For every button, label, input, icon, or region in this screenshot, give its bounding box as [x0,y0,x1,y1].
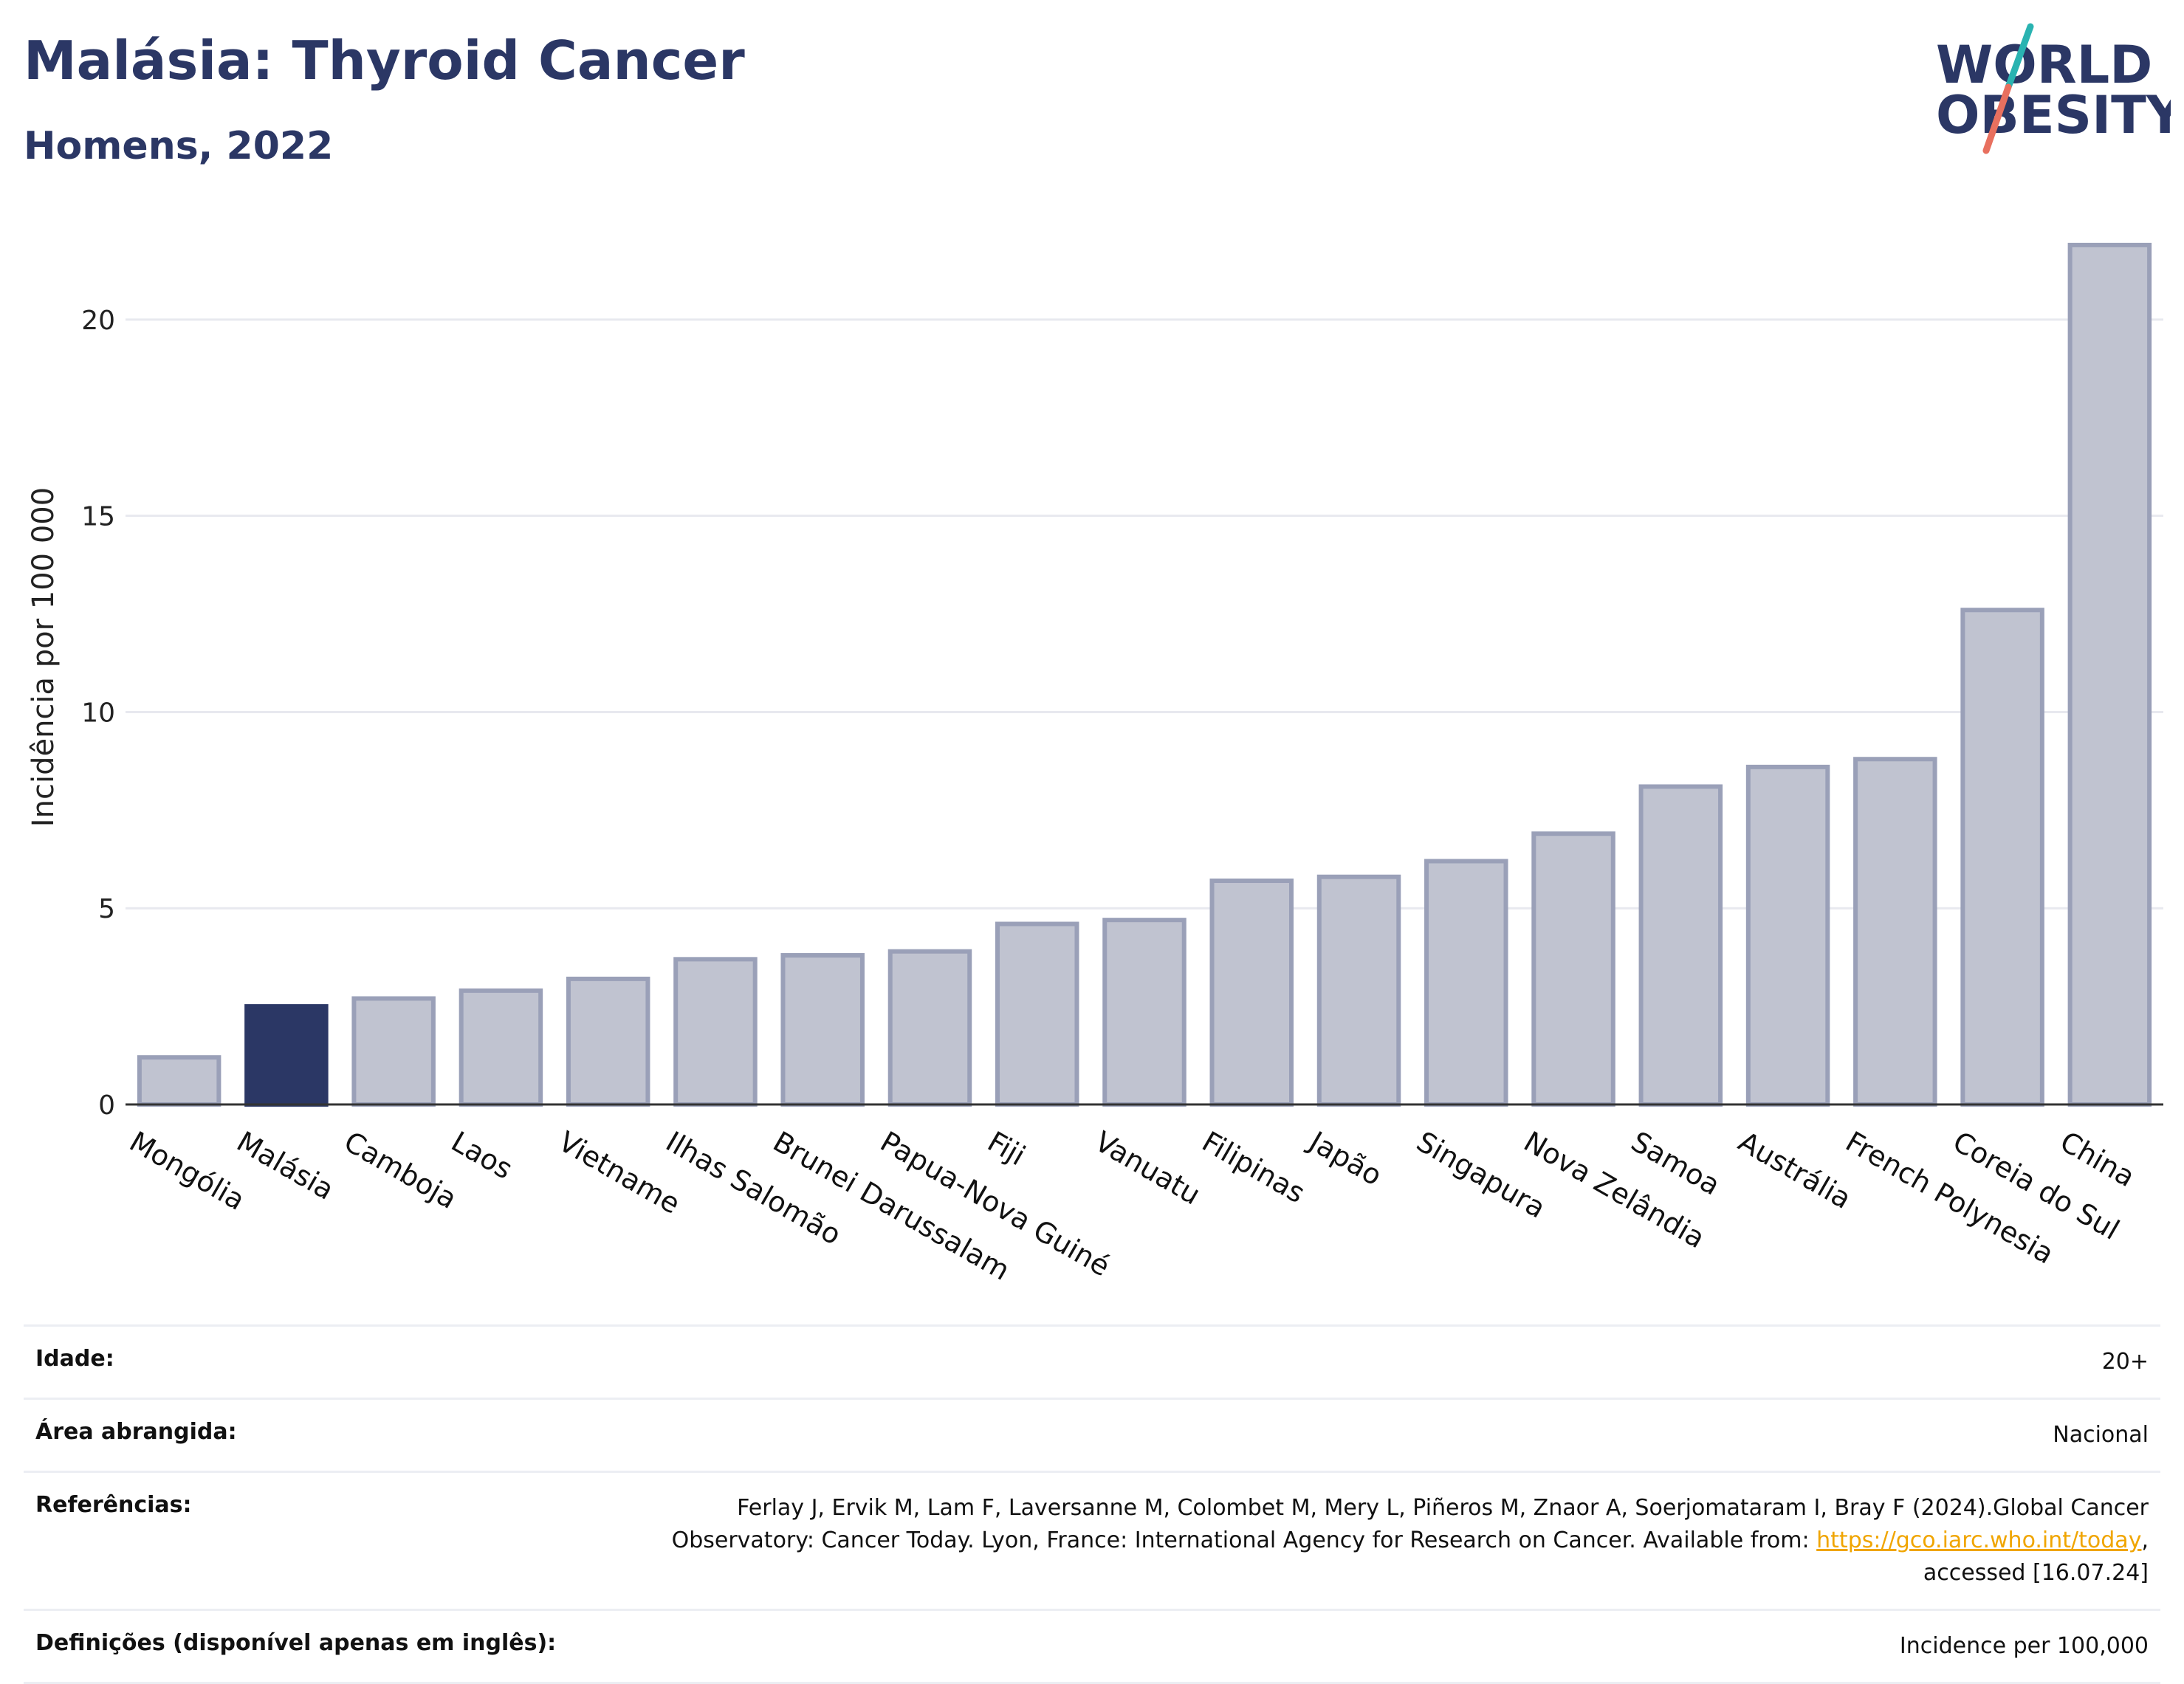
bar-vanuatu [1102,918,1187,1107]
x-tick-label: Fiji [982,1125,1031,1172]
y-tick-label: 20 [81,306,115,336]
meta-value-definitions: Incidence per 100,000 [1899,1633,2149,1659]
meta-label-references: Referências: [35,1492,192,1518]
y-tick-label: 15 [81,502,115,532]
bars [137,242,2152,1107]
meta-label-age: Idade: [35,1346,114,1372]
bar-malásia [244,1004,329,1107]
reference-line-3: accessed [16.07.24] [1923,1560,2149,1586]
y-tick-label: 5 [98,894,115,924]
bar-filipinas [1209,879,1294,1107]
metadata-table: Idade: 20+ Área abrangida: Nacional Refe… [24,1324,2160,1684]
y-tick-label: 10 [81,698,115,728]
x-tick-label: China [2055,1125,2140,1193]
reference-line-2-end: , [2141,1527,2149,1553]
bar-singapura [1424,859,1508,1107]
bar-nova-zelândia [1531,831,1615,1107]
x-tick-label: Vanuatu [1090,1125,1206,1211]
meta-label-area: Área abrangida: [35,1419,237,1445]
x-tick-label: Camboja [339,1125,463,1215]
y-tick-label: 0 [98,1090,115,1121]
meta-row-definitions: Definições (disponível apenas em inglês)… [24,1609,2160,1684]
x-tick-label: Mongólia [124,1125,250,1217]
bar-coreia-do-sul [1960,608,2044,1107]
bar-laos [459,988,543,1107]
world-obesity-logo: WORLD OBESITY [1936,23,2171,154]
x-tick-label: Malásia [231,1125,339,1206]
bar-austrália [1745,764,1830,1107]
bar-samoa [1638,784,1723,1107]
meta-value-area: Nacional [2053,1422,2149,1448]
bar-ilhas-salomão [673,957,758,1107]
logo-slash-coral [1982,83,2012,154]
x-tick-label: Nova Zelândia [1519,1125,1711,1255]
bar-mongólia [137,1055,222,1107]
x-tick-label: Vietname [553,1125,685,1220]
meta-value-references: Ferlay J, Ervik M, Lam F, Laversanne M, … [672,1492,2149,1590]
logo-word-obesity: OBESITY [1936,85,2171,145]
reference-line-1: Ferlay J, Ervik M, Lam F, Laversanne M, … [737,1495,2149,1521]
x-tick-label: Filipinas [1197,1125,1311,1209]
chart-subtitle: Homens, 2022 [24,124,334,168]
reference-link[interactable]: https://gco.iarc.who.int/today [1816,1527,2142,1553]
x-tick-label: Japão [1302,1124,1387,1192]
x-tick-label: Ilhas Salomão [660,1125,846,1251]
x-tick-label: Laos [446,1125,518,1186]
bar-camboja [351,996,436,1107]
bar-japão [1316,874,1401,1107]
y-axis-ticks: 0 5 10 15 20 [81,306,115,1121]
chart-title: Malásia: Thyroid Cancer [24,30,745,92]
bar-brunei-darussalam [780,953,865,1107]
bar-fiji [995,921,1079,1107]
y-axis-label: Incidência por 100 000 [27,487,61,827]
bar-china [2067,242,2152,1107]
meta-row-age: Idade: 20+ [24,1324,2160,1398]
meta-label-definitions: Definições (disponível apenas em inglês)… [35,1630,557,1656]
meta-row-references: Referências: Ferlay J, Ervik M, Lam F, L… [24,1471,2160,1609]
logo-slash-teal [2005,23,2034,91]
meta-row-area: Área abrangida: Nacional [24,1398,2160,1471]
bar-vietname [566,976,650,1107]
bar-papua-nova-guiné [887,949,972,1107]
reference-line-2: Observatory: Cancer Today. Lyon, France:… [671,1527,1817,1553]
logo-word-world: WORLD [1936,35,2152,95]
x-tick-label: Austrália [1733,1125,1857,1215]
bar-french-polynesia [1853,757,1937,1107]
meta-value-age: 20+ [2101,1349,2149,1375]
